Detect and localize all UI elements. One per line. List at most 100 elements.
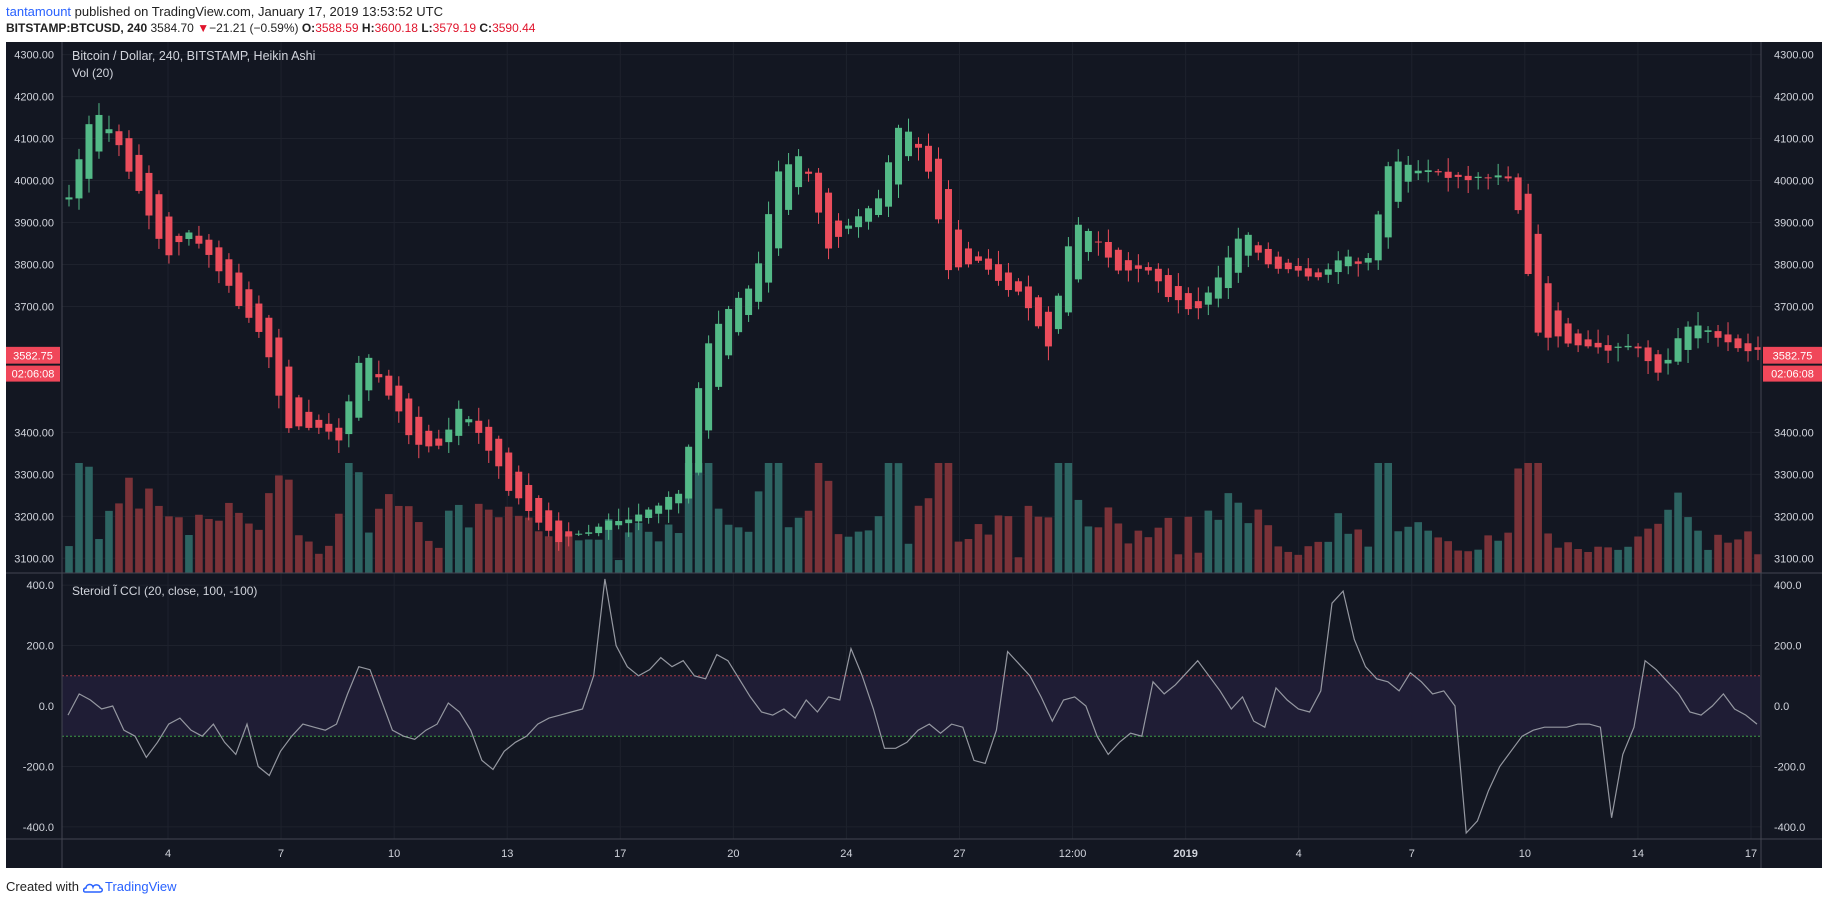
candle-body [255, 303, 263, 332]
volume-bar [1244, 523, 1253, 573]
time-tick-label: 2019 [1173, 848, 1197, 860]
left-price-axis[interactable]: 4300.00 4200.00 4100.00 4000.00 3900.00 3800.… [14, 50, 54, 566]
time-tick-label: 20 [727, 848, 739, 860]
right-price-axis[interactable]: 4300.00 4200.00 4100.00 4000.00 3900.00 3800.… [1774, 50, 1814, 566]
high-value: 3600.18 [374, 21, 418, 35]
candle-body [1404, 164, 1412, 182]
volume-bar [714, 508, 723, 573]
main-legend-title[interactable]: Bitcoin / Dollar, 240, BITSTAMP, Heikin … [72, 49, 315, 63]
candle-body [1134, 265, 1142, 269]
candle-body [1254, 245, 1262, 253]
candle-body [1494, 175, 1502, 178]
volume-bar [285, 479, 293, 573]
candle-body [1554, 310, 1562, 337]
volume-bar [834, 534, 843, 573]
volume-bar [205, 518, 213, 573]
candle-body [175, 235, 183, 243]
volume-bar [584, 539, 593, 573]
volume-bar [904, 543, 913, 573]
price-marker-label: 02:06:08 [1771, 369, 1814, 381]
volume-bar [484, 509, 493, 573]
candle-body [165, 216, 173, 256]
open-value: 3588.59 [315, 21, 359, 35]
author-link[interactable]: tantamount [6, 4, 72, 19]
price-marker-right [1763, 365, 1822, 382]
candle-body [1694, 325, 1702, 339]
volume-bar [1344, 533, 1353, 573]
cci-tick-label: 400.0 [1774, 580, 1802, 592]
volume-bar [1464, 551, 1472, 573]
volume-legend[interactable]: Vol (20) [72, 66, 113, 80]
candle-body [1274, 256, 1282, 269]
volume-bar [1684, 517, 1692, 573]
candle-body [805, 171, 813, 174]
price-markers: 3584.703584.703582.753582.7502:06:0802:0… [6, 346, 1822, 382]
candlestick-series[interactable] [65, 103, 1762, 551]
price-tick-label: 3400.00 [14, 427, 54, 439]
volume-bar [355, 472, 363, 573]
volume-bar [1474, 549, 1482, 573]
price-tick-label: 3700.00 [14, 301, 54, 313]
candle-body [205, 239, 213, 255]
volume-bar [544, 536, 553, 573]
volume-bar [335, 513, 343, 573]
time-axis[interactable]: 4 7 10 13 17 20 24 27 12:00 2019 4 7 10 14 17 [165, 848, 1757, 860]
candle-body [185, 232, 193, 239]
volume-bar [125, 477, 133, 573]
volume-bar [534, 531, 543, 573]
chart-canvas[interactable]: 4300.00 4200.00 4100.00 4000.00 3900.00 3800.… [6, 42, 1822, 868]
price-marker-left [6, 347, 60, 364]
price-tick-label: 3200.00 [14, 511, 54, 523]
cci-legend[interactable]: Steroid Ĩ CCI (20, close, 100, -100) [72, 584, 257, 598]
candle-body [1604, 345, 1612, 351]
cci-axis-left[interactable]: 400.0 200.0 0.0 -200.0 -400.0 [23, 580, 54, 834]
time-tick-label: 24 [840, 848, 852, 860]
candle-body [1074, 224, 1082, 280]
volume-bar [724, 524, 733, 573]
volume-bar [1174, 554, 1183, 573]
candle-body [1614, 346, 1622, 348]
tradingview-logo-link[interactable]: TradingView [82, 879, 177, 894]
price-change: −21.21 (−0.59%) [209, 21, 299, 35]
volume-bar [434, 547, 443, 573]
candle-body [615, 521, 623, 526]
candle-body [1104, 241, 1112, 258]
candle-body [1204, 292, 1212, 305]
volume-bar [814, 463, 823, 573]
candle-body [315, 419, 323, 428]
candle-body [934, 158, 942, 220]
volume-bar [1374, 463, 1383, 573]
volume-bar [1644, 528, 1652, 573]
volume-bar [1044, 517, 1053, 573]
candle-body [735, 297, 743, 333]
volume-bar [674, 533, 683, 573]
volume-bar [914, 505, 923, 573]
candle-body [755, 263, 763, 302]
volume-bar [844, 536, 853, 573]
candle-body [1044, 311, 1052, 347]
candle-body [115, 131, 123, 146]
volume-bar [1164, 517, 1173, 573]
volume-bar [894, 463, 903, 573]
cci-line[interactable] [67, 578, 1758, 835]
candle-body [1324, 269, 1332, 275]
candle-body [455, 408, 463, 436]
volume-bar [804, 510, 813, 573]
volume-bar [1534, 463, 1542, 573]
cci-tick-label: -200.0 [1774, 761, 1805, 773]
open-label: O: [301, 21, 316, 35]
price-marker-label: 3582.75 [13, 351, 53, 363]
symbol-label: BITSTAMP:BTCUSD, 240 [6, 21, 148, 35]
candle-body [785, 164, 793, 210]
volume-bar [1254, 509, 1263, 573]
volume-bar [225, 502, 233, 573]
candle-body [575, 533, 583, 535]
cci-axis-right[interactable]: 400.0 200.0 0.0 -200.0 -400.0 [1774, 580, 1805, 834]
footer: Created with TradingView [6, 879, 177, 894]
candle-body [775, 171, 783, 249]
candle-body [1234, 238, 1242, 273]
volume-bar [694, 463, 703, 573]
candle-body [1734, 338, 1742, 349]
volume-bar [854, 531, 863, 573]
volume-bar [1554, 547, 1562, 573]
